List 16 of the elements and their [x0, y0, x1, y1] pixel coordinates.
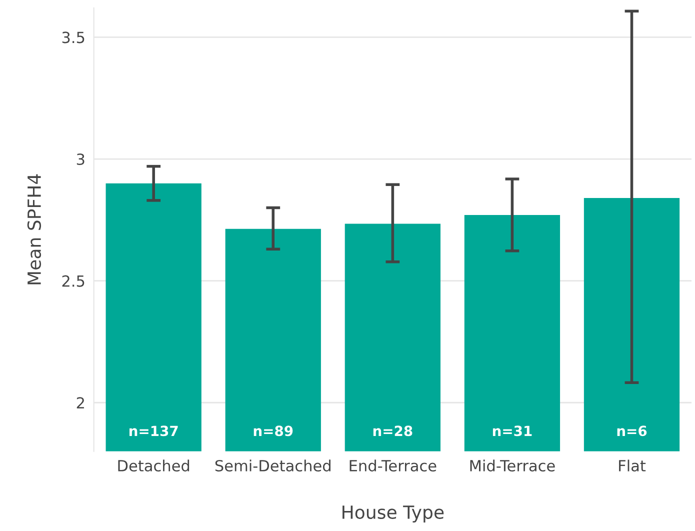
y-tick-label: 2 — [76, 397, 84, 408]
y-tick-label: 2.5 — [62, 275, 84, 287]
y-axis-title: Mean SPFH4 — [27, 174, 42, 284]
x-tick-label: Flat — [619, 460, 646, 472]
annotation: n=89 — [254, 426, 293, 436]
y-tick-label: 3 — [76, 153, 84, 166]
x-tick-label: Detached — [118, 460, 190, 472]
annotation: n=6 — [617, 426, 647, 436]
x-axis-title: House Type — [342, 506, 444, 522]
x-tick-label: Mid-Terrace — [470, 460, 555, 472]
annotation: n=28 — [373, 426, 412, 436]
annotation: n=31 — [492, 426, 532, 436]
y-tick-label: 3.5 — [62, 32, 84, 44]
annotation: n=137 — [130, 426, 178, 436]
x-tick-label: Semi-Detached — [215, 460, 330, 472]
x-tick-label: End-Terrace — [350, 460, 436, 472]
